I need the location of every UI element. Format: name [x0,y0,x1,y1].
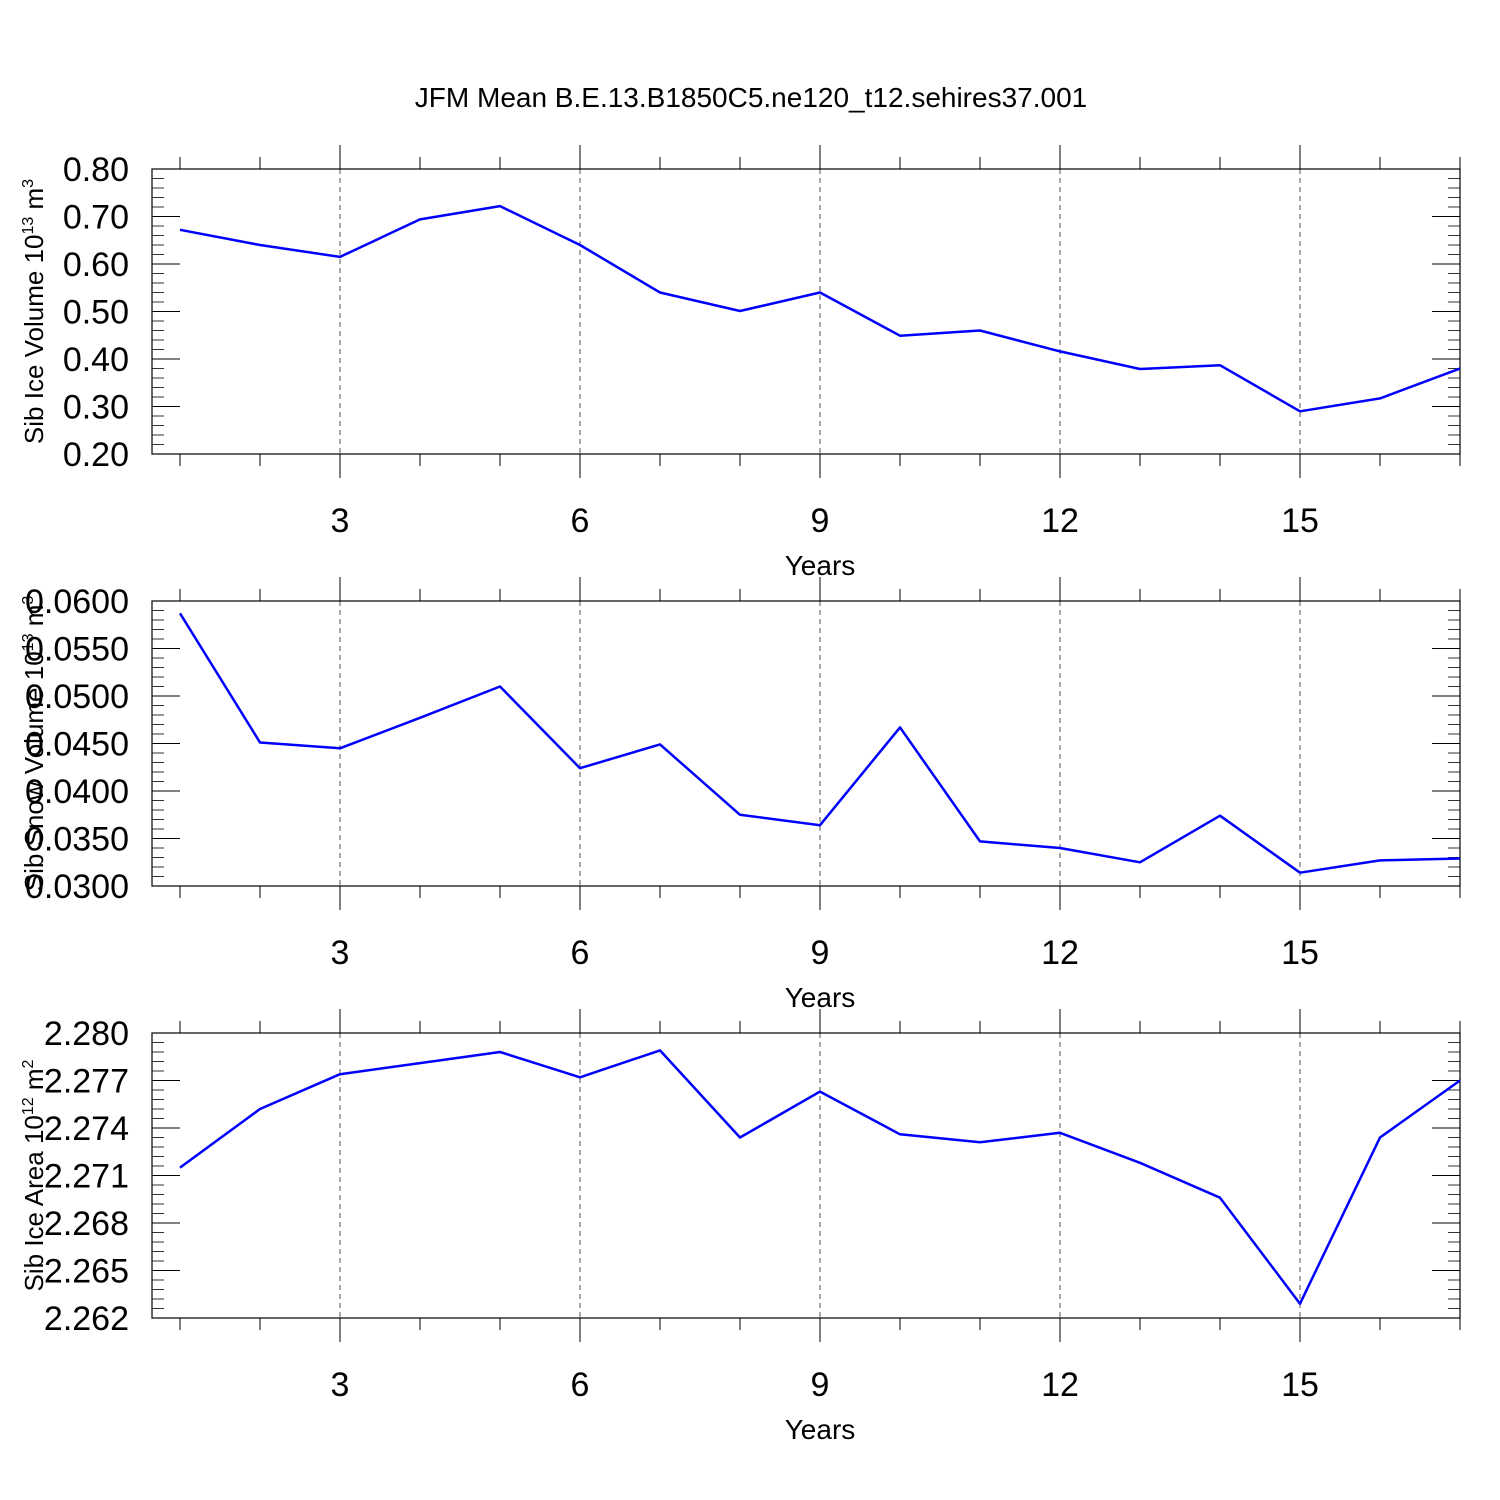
x-tick-label: 6 [571,934,590,972]
y-axis-label-part: 13 [20,633,37,651]
y-tick-label: 0.0450 [25,726,129,764]
y-tick-label: 2.265 [44,1253,129,1291]
y-axis-label-part: 12 [20,1097,37,1115]
y-axis-label-part: Sib Ice Area 10 [19,1115,49,1291]
y-tick-label: 0.80 [63,151,129,189]
y-axis-label: Sib Ice Volume 1013 m3 [19,179,49,444]
y-tick-label: 0.0300 [25,868,129,906]
x-tick-label: 3 [331,1366,350,1404]
x-tick-label: 9 [811,934,830,972]
x-axis-label: Years [785,1414,856,1445]
y-axis-label-part: Sib Ice Volume 10 [19,235,49,445]
x-tick-label: 15 [1281,502,1319,540]
x-tick-label: 3 [331,934,350,972]
y-tick-label: 2.277 [44,1063,129,1101]
y-axis-label-part: m [19,605,49,634]
plot-frame [151,600,1461,887]
y-tick-label: 2.268 [44,1205,129,1243]
y-tick-label: 0.20 [63,436,129,474]
y-axis-label-part: Sib Snow Volume 10 [19,651,49,891]
y-tick-label: 0.30 [63,389,129,427]
x-tick-label: 6 [571,1366,590,1404]
chart-title: JFM Mean B.E.13.B1850C5.ne120_t12.sehire… [415,82,1087,113]
series-line-1 [178,612,1460,874]
y-axis-label: Sib Ice Area 1012 m2 [19,1059,49,1291]
y-axis-label-part: 2 [20,1059,37,1068]
panel-3: 2.262 2.265 2.268 2.271 2.274 2.277 2.280 3 6 9 12… [19,1009,1461,1445]
y-tick-label: 2.262 [44,1300,129,1338]
x-tick-label: 3 [331,502,350,540]
x-tick-label: 6 [571,502,590,540]
plot-frame [151,1032,1461,1319]
plot-frame [151,168,1461,455]
x-tick-label: 15 [1281,1366,1319,1404]
x-tick-label: 12 [1041,1366,1079,1404]
y-tick-label: 0.40 [63,341,129,379]
y-tick-label: 2.274 [44,1110,129,1148]
series-line-1 [179,1049,1460,1305]
x-tick-label: 9 [811,1366,830,1404]
y-axis-label-part: 3 [20,596,37,605]
x-tick-label: 9 [811,502,830,540]
y-tick-label: 0.0600 [25,583,129,621]
y-axis-label: Sib Snow Volume 1013 m3 [19,596,49,892]
y-axis-label-part: 13 [20,217,37,235]
y-tick-label: 0.50 [63,294,129,332]
y-tick-label: 0.0350 [25,821,129,859]
panel-2: 0.0300 0.0350 0.0400 0.0450 0.0500 0.0550 0.06… [19,577,1461,1013]
y-tick-label: 0.70 [63,199,129,237]
x-axis-label: Years [785,982,856,1013]
panels: 0.20 0.30 0.40 0.50 0.60 0.70 0.80 3 6 9 12 15 Years… [19,145,1461,1445]
x-axis-label: Years [785,550,856,581]
y-tick-label: 0.0500 [25,678,129,716]
y-axis-label-part: m [19,188,49,217]
y-axis-label-part: m [19,1068,49,1097]
x-tick-label: 12 [1041,934,1079,972]
x-tick-label: 12 [1041,502,1079,540]
y-axis-label-part: 3 [20,179,37,188]
y-tick-label: 0.0400 [25,773,129,811]
y-tick-label: 2.280 [44,1015,129,1053]
x-tick-label: 15 [1281,934,1319,972]
y-tick-label: 2.271 [44,1158,129,1196]
y-tick-label: 0.0550 [25,631,129,669]
panel-1: 0.20 0.30 0.40 0.50 0.60 0.70 0.80 3 6 9 12 15 Years… [19,145,1461,581]
y-tick-label: 0.60 [63,246,129,284]
